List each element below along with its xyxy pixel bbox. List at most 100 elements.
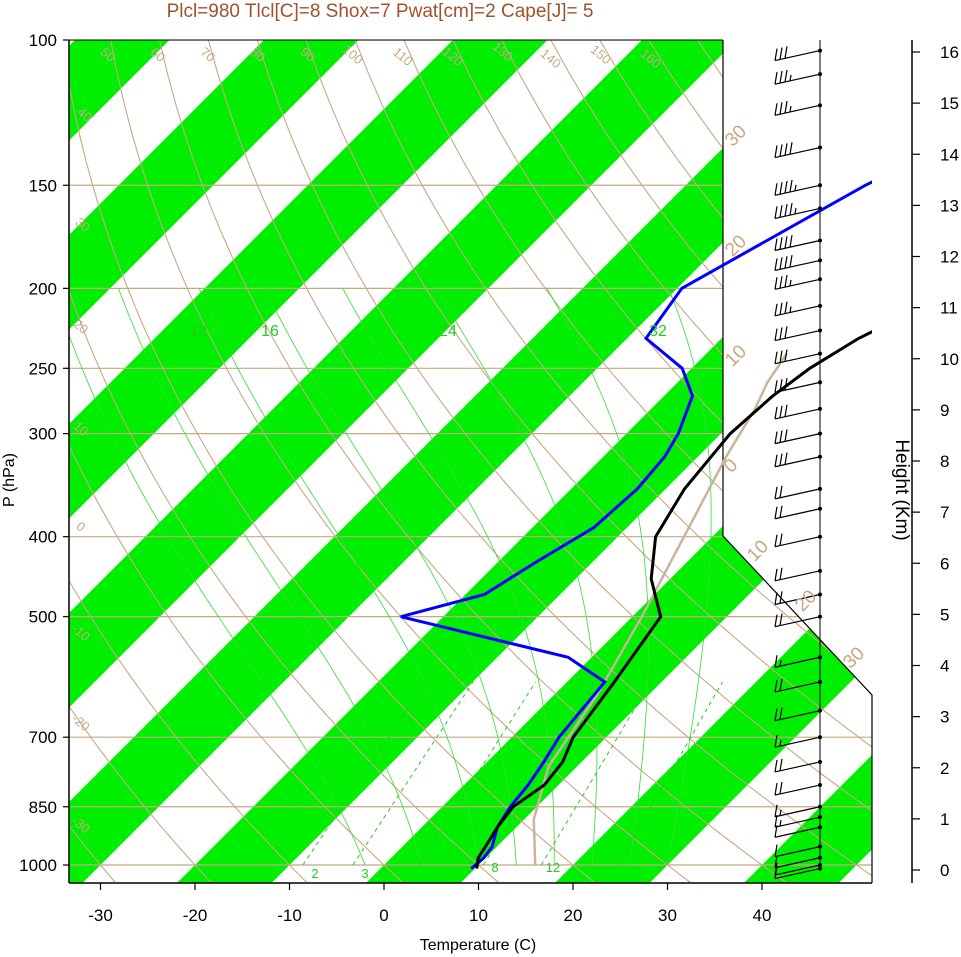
height-tick-label: 1: [940, 810, 949, 829]
wind-barb-dot: [818, 72, 822, 77]
wind-barb-half-feather: [789, 306, 792, 313]
dry-adiabat: [69, 579, 308, 883]
wind-barb-feather: [774, 183, 778, 196]
dry-adiabat: [158, 40, 787, 883]
wind-barb: [774, 101, 822, 116]
wind-barb-feather: [774, 735, 778, 748]
wind-barb-feather: [779, 758, 783, 771]
wind-barb-feather: [774, 351, 778, 364]
wind-barb-staff: [774, 681, 821, 693]
wind-barb-feather: [779, 102, 783, 115]
x-tick-label: 40: [753, 906, 772, 925]
wind-barb-feather: [779, 453, 783, 466]
y-tick-label: 100: [29, 31, 57, 50]
wind-barb-staff: [774, 867, 821, 880]
x-tick-label: -10: [277, 906, 302, 925]
wind-barb-dot: [818, 708, 822, 713]
x-axis-label: Temperature (C): [420, 937, 536, 954]
wind-barb-feather: [789, 235, 793, 248]
wind-barb-feather: [774, 48, 778, 61]
mixing-ratio-label: 32: [649, 323, 667, 340]
wind-barb-dot: [818, 486, 822, 491]
isotherm-band: [69, 40, 872, 883]
wind-barb-staff: [774, 656, 821, 668]
height-tick-label: 7: [940, 503, 949, 522]
dry-adiabat-label: -20: [69, 711, 93, 735]
wind-barb-feather: [779, 47, 783, 60]
wind-barb: [774, 274, 822, 290]
wind-barb: [774, 613, 822, 628]
wind-barb-dot: [818, 258, 822, 263]
moist-adiabat: [546, 288, 649, 866]
wind-barb-staff: [774, 305, 821, 317]
moist-adiabat: [264, 288, 517, 866]
wind-barb-feather: [779, 70, 783, 84]
wind-barb-feather: [779, 707, 783, 720]
dry-adiabat: [69, 705, 212, 883]
y-tick-label: 500: [29, 608, 57, 627]
wind-barb: [774, 179, 822, 196]
moist-adiabat: [198, 288, 479, 866]
isotherm-band: [177, 188, 872, 883]
wind-barb: [774, 46, 822, 62]
y-tick-label: 300: [29, 425, 57, 444]
wind-barb-feather: [789, 142, 793, 155]
wind-barb-dot: [818, 844, 822, 849]
wind-barb-feather: [779, 485, 783, 498]
wind-barb-feather: [774, 855, 778, 868]
y-axis-label: P (hPa): [1, 453, 18, 507]
wind-barb-staff: [774, 570, 821, 582]
wind-barb: [774, 855, 822, 869]
wind-barb-staff: [774, 710, 821, 722]
wind-barb-feather: [784, 404, 788, 417]
wind-barb-feather: [774, 655, 778, 668]
wind-barb-feather: [789, 179, 793, 193]
wind-barb-feather: [784, 101, 788, 114]
wind-barb: [774, 815, 822, 828]
wind-barb: [774, 235, 822, 252]
wind-barb: [774, 533, 822, 548]
wind-barb-staff: [774, 73, 821, 85]
wind-barb-staff: [774, 239, 821, 252]
wind-barb-dot: [818, 655, 822, 660]
wind-barb-feather: [774, 303, 778, 316]
wind-barb-feather: [779, 276, 783, 289]
wind-barb-feather: [779, 327, 783, 340]
wind-barb-half-feather: [789, 105, 792, 113]
wind-barb-feather: [774, 844, 778, 857]
wind-barb-feather: [774, 380, 778, 393]
wind-barb-feather: [774, 72, 778, 85]
wind-barb-staff: [774, 184, 821, 196]
height-tick-label: 8: [940, 452, 949, 471]
wind-barb-feather: [774, 804, 778, 817]
wind-barb-staff: [774, 408, 821, 420]
wind-barb-feather: [774, 406, 778, 420]
wind-barb-half-feather: [779, 809, 782, 816]
mixing-ratio-label: 16: [261, 323, 279, 340]
wind-barb-dot: [818, 735, 822, 740]
wind-barb-feather: [774, 431, 778, 444]
dry-adiabat: [110, 40, 691, 883]
wind-barb-dot: [818, 380, 822, 385]
dry-adiabat: [69, 289, 499, 883]
dry-adiabat-label: 110: [390, 44, 416, 69]
wind-barb: [774, 326, 822, 342]
wind-barb-feather: [779, 781, 783, 795]
height-axis-label: Height (Km): [891, 439, 912, 540]
moist-adiabat: [342, 288, 555, 865]
wind-barb-dot: [818, 406, 822, 411]
wind-barb-feather: [784, 256, 788, 269]
height-tick-label: 2: [940, 759, 949, 778]
x-tick-label: 30: [658, 906, 677, 925]
wind-barb-feather: [774, 506, 778, 519]
x-tick-label: 0: [379, 906, 388, 925]
y-tick-label: 1000: [19, 856, 57, 875]
wind-barb-feather: [779, 302, 783, 315]
wind-barb: [774, 142, 822, 159]
wind-barb-half-feather: [789, 279, 792, 287]
wind-barb-feather: [779, 182, 783, 195]
wind-barb-feather: [774, 862, 778, 876]
y-tick-label: 250: [29, 359, 57, 378]
